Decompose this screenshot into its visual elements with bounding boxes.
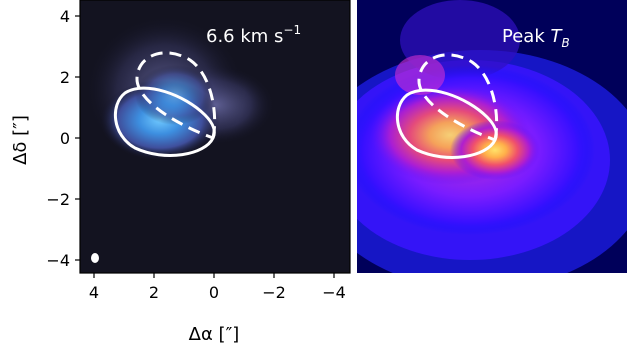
x-tick-label: 0 <box>209 283 219 302</box>
right-panel-emission <box>357 0 627 273</box>
y-axis-title: Δδ [″] <box>10 115 31 165</box>
left-axes-frame <box>79 0 351 274</box>
left-panel: 6.6 km s−1 <box>80 0 350 273</box>
right-panel: Peak TB <box>357 0 627 273</box>
y-tick-label: 2 <box>60 68 70 87</box>
y-tick-label: 4 <box>60 7 70 26</box>
left-panel-emission <box>85 15 275 165</box>
left-solid-ellipse <box>113 86 216 157</box>
y-tick-label: 0 <box>60 129 70 148</box>
y-ticks: 4 2 0 −2 −4 <box>46 7 80 270</box>
left-dashed-ellipse <box>135 51 217 140</box>
left-panel-label: 6.6 km s−1 <box>206 23 301 47</box>
y-tick-label: −4 <box>46 251 70 270</box>
right-solid-ellipse <box>395 88 498 159</box>
right-dashed-ellipse <box>417 53 499 142</box>
beam-marker <box>91 253 99 263</box>
left-axes: 4 2 0 −2 −4 4 2 0 −2 −4 Δδ [″] Δα [″] <box>10 0 351 345</box>
x-tick-label: 2 <box>149 283 159 302</box>
y-tick-label: −2 <box>46 190 70 209</box>
x-tick-label: −4 <box>322 283 346 302</box>
x-tick-label: −2 <box>262 283 286 302</box>
x-ticks: 4 2 0 −2 −4 <box>89 273 346 302</box>
x-tick-label: 4 <box>89 283 99 302</box>
x-axis-title: Δα [″] <box>189 324 240 345</box>
right-panel-label: Peak TB <box>502 26 570 50</box>
